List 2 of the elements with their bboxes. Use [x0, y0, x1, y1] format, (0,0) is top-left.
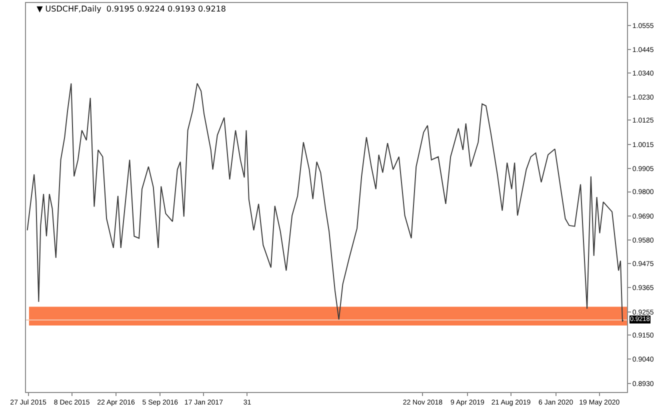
chart-title: ▼ USDCHF,Daily 0.9195 0.9224 0.9193 0.9218: [36, 4, 226, 14]
line-series: [26, 82, 624, 322]
